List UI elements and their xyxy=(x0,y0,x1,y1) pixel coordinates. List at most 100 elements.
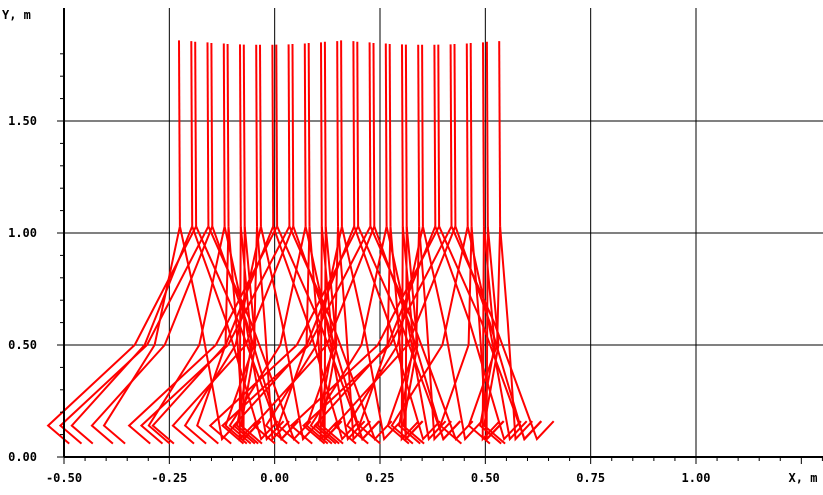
frame-trunk xyxy=(356,41,360,227)
data-lines xyxy=(46,40,555,445)
frame-leg-b xyxy=(466,226,528,442)
frame-trunk xyxy=(320,42,323,227)
frame-leg-b xyxy=(211,225,299,442)
x-tick-label: 0.50 xyxy=(471,471,500,485)
frame-trunk xyxy=(194,41,198,227)
frame-trunk xyxy=(340,40,343,227)
frame-trunk xyxy=(498,41,502,227)
frame-leg-b xyxy=(373,225,461,442)
frame-trunk xyxy=(222,43,226,227)
frame-trunk xyxy=(449,44,453,227)
frame-leg-b xyxy=(256,226,290,442)
frame-trunk xyxy=(271,44,275,227)
frame-leg-a xyxy=(228,226,307,445)
frame-trunk xyxy=(482,42,485,227)
axes: 0.00 0.50 1.00 1.50 -0.50 -0.25 0.00 0.25 0.50 0.… xyxy=(2,8,823,485)
frame-leg-b xyxy=(304,226,366,442)
frame-leg-a xyxy=(390,226,469,445)
frame-leg-a xyxy=(386,226,421,445)
frame-trunk xyxy=(239,44,242,227)
frame-leg-a xyxy=(333,225,457,445)
frame-leg-a xyxy=(309,226,388,445)
frame-leg-a xyxy=(313,225,437,445)
frame-leg-a xyxy=(220,225,372,445)
frame-leg-b xyxy=(242,226,262,442)
y-tick-label: 1.00 xyxy=(8,226,37,240)
frame-leg-b xyxy=(292,225,380,442)
frame-leg-a xyxy=(252,225,376,445)
frame-leg-a xyxy=(232,225,356,445)
frame-leg-a xyxy=(90,225,214,445)
frame-trunk xyxy=(384,43,388,227)
frame-trunk xyxy=(178,40,181,227)
frame-trunk xyxy=(404,44,408,227)
frame-trunk xyxy=(417,44,421,227)
frame-leg-a xyxy=(301,225,453,445)
frame-trunk xyxy=(210,42,214,227)
frame-leg-a xyxy=(46,225,197,445)
frame-trunk xyxy=(323,41,327,227)
frame-leg-b xyxy=(223,226,285,442)
frame-leg-b xyxy=(418,226,453,442)
frame-leg-a xyxy=(70,225,194,445)
frame-leg-b xyxy=(319,226,339,442)
frame-trunk xyxy=(401,44,404,227)
y-tick-label: 0.50 xyxy=(8,338,37,352)
frame-trunk xyxy=(275,44,279,227)
frame-trunk xyxy=(465,43,469,227)
frame-leg-b xyxy=(337,226,372,442)
frame-leg-a xyxy=(151,225,275,445)
frame-trunk xyxy=(206,42,210,227)
y-tick-label: 1.50 xyxy=(8,114,37,128)
frame-leg-a xyxy=(439,226,473,445)
frame-trunk xyxy=(190,41,194,227)
frame-trunk xyxy=(453,43,457,227)
frame-leg-b xyxy=(323,226,343,442)
x-tick-label: 0.25 xyxy=(366,471,395,485)
frame-leg-a xyxy=(467,226,502,445)
frame-trunk xyxy=(242,44,246,227)
frame-leg-b xyxy=(404,226,424,442)
x-tick-label: 1.00 xyxy=(682,471,711,485)
x-tick-label: -0.25 xyxy=(151,471,187,485)
frame-trunk xyxy=(433,44,437,227)
frame-leg-b xyxy=(238,226,258,442)
frame-trunk xyxy=(352,41,356,227)
frame-leg-b xyxy=(454,225,542,442)
frame-trunk xyxy=(303,43,307,227)
grid xyxy=(64,8,823,457)
frame-trunk xyxy=(336,41,339,227)
frame-leg-b xyxy=(481,226,501,442)
y-tick-label: 0.00 xyxy=(8,450,37,464)
frame-trunk xyxy=(368,42,372,227)
frame-trunk xyxy=(372,42,376,227)
frame-leg-b xyxy=(485,226,505,442)
frame-trunk xyxy=(255,44,258,227)
frame-trunk xyxy=(437,44,441,227)
x-tick-label: 0.75 xyxy=(576,471,605,485)
frame-trunk xyxy=(485,41,489,227)
frame-leg-b xyxy=(400,226,420,442)
frame-trunk xyxy=(226,43,230,227)
frame-trunk xyxy=(388,43,392,227)
frame-leg-a xyxy=(483,226,506,445)
frame-leg-b xyxy=(499,226,534,442)
frame-trunk xyxy=(291,43,295,227)
frame-leg-a xyxy=(139,225,291,445)
frame-trunk xyxy=(287,44,291,227)
frame-leg-a xyxy=(171,225,295,445)
frame-trunk xyxy=(259,44,262,227)
frame-leg-a xyxy=(58,225,210,445)
frame-leg-a xyxy=(208,225,359,445)
x-tick-label: X, m xyxy=(789,471,818,485)
frame-trunk xyxy=(421,44,424,227)
frame-leg-a xyxy=(289,225,440,445)
frame-leg-b xyxy=(385,226,447,442)
frame-leg-a xyxy=(127,225,278,445)
frame-leg-a xyxy=(224,226,258,445)
y-axis-label: Y, m xyxy=(2,8,31,22)
frame-trunk xyxy=(469,42,473,227)
frame-trunk xyxy=(307,42,311,227)
